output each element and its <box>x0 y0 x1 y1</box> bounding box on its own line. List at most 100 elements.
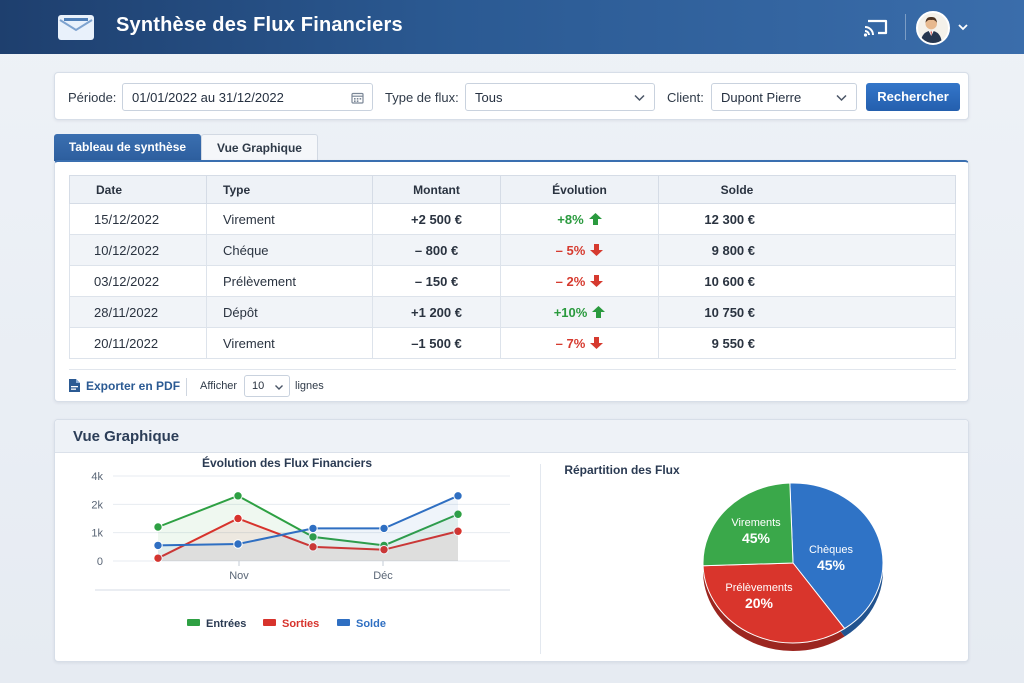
evolution-value: – 7% <box>555 335 586 351</box>
column-header-date[interactable]: Date <box>69 175 207 204</box>
cast-icon[interactable] <box>862 15 892 39</box>
cell-balance: 12 300 € <box>658 203 956 235</box>
data-point <box>153 540 163 551</box>
legend-label: Entrées <box>206 618 246 630</box>
pie-label: Chèques <box>809 544 854 556</box>
data-point <box>453 509 463 519</box>
pie-value: 20% <box>745 595 774 611</box>
data-point <box>153 553 163 563</box>
y-tick-label: 4k <box>91 471 103 483</box>
x-tick-label: Nov <box>229 570 249 582</box>
cell-balance: 9 550 € <box>658 327 956 359</box>
pie-value: 45% <box>817 557 846 573</box>
evolution-value: +10% <box>553 304 588 320</box>
arrow-down-icon <box>590 274 604 287</box>
chart-divider <box>540 464 541 654</box>
cell-date: 20/11/2022 <box>69 327 207 359</box>
column-header-amount[interactable]: Montant <box>372 175 501 204</box>
legend-swatch <box>187 619 200 626</box>
export-pdf-link[interactable]: Exporter en PDF <box>69 379 180 393</box>
cell-evolution: – 2% <box>500 265 659 297</box>
cell-balance: 10 600 € <box>658 265 956 297</box>
data-point <box>153 522 163 532</box>
pie-chart-title: Répartition des Flux <box>564 463 680 477</box>
type-value: Tous <box>475 90 503 105</box>
arrow-down-icon <box>590 336 604 349</box>
data-point <box>379 544 389 555</box>
cell-amount: – 150 € <box>372 265 501 297</box>
table-row[interactable]: 28/11/2022 Dépôt +1 200 € +10% 10 750 € <box>69 296 956 328</box>
chevron-down-icon <box>836 94 847 102</box>
client-value: Dupont Pierre <box>721 90 802 105</box>
cell-type: Chéque <box>206 234 373 266</box>
export-pdf-label: Exporter en PDF <box>86 379 181 393</box>
legend-label: Sorties <box>282 618 319 630</box>
data-point <box>233 513 243 524</box>
cell-amount: +1 200 € <box>372 296 501 328</box>
evolution-value: – 5% <box>555 242 586 258</box>
y-tick-label: 2k <box>91 499 103 511</box>
pie-chart: Répartition des FluxVirements45%Chèques4… <box>564 463 884 651</box>
cell-evolution: – 5% <box>500 234 659 266</box>
period-input[interactable]: 01/01/2022 au 31/12/2022 <box>122 83 373 111</box>
table-row[interactable]: 20/11/2022 Virement –1 500 € – 7% 9 550 € <box>69 327 956 359</box>
avatar[interactable] <box>916 11 950 45</box>
calendar-icon[interactable] <box>351 91 364 104</box>
graph-panel-title: Vue Graphique <box>73 428 180 445</box>
evolution-value: – 2% <box>555 273 586 289</box>
table-row[interactable]: 10/12/2022 Chéque – 800 € – 5% 9 800 € <box>69 234 956 266</box>
cell-evolution: +8% <box>500 203 659 235</box>
data-point <box>308 523 318 534</box>
cell-balance: 10 750 € <box>658 296 956 328</box>
document-icon <box>69 379 80 392</box>
legend-swatch <box>337 619 350 626</box>
period-label: Période: <box>68 90 117 105</box>
data-point <box>379 523 389 534</box>
y-tick-label: 0 <box>97 556 103 568</box>
arrow-up-icon <box>592 305 606 318</box>
legend-label: Solde <box>356 618 386 630</box>
data-point <box>233 491 243 501</box>
data-point <box>233 539 243 549</box>
cell-balance: 9 800 € <box>658 234 956 266</box>
cell-date: 28/11/2022 <box>69 296 207 328</box>
column-header-balance[interactable]: Solde <box>658 175 956 204</box>
cell-amount: +2 500 € <box>372 203 501 235</box>
evolution-value: +8% <box>557 211 584 227</box>
chevron-down-icon <box>634 94 645 102</box>
type-select[interactable]: Tous <box>465 83 655 111</box>
client-select[interactable]: Dupont Pierre <box>711 83 857 111</box>
summary-table: Date Type Montant Évolution Solde 15/12/… <box>69 175 956 359</box>
cell-type: Prélèvement <box>206 265 373 297</box>
pie-label: Prélèvements <box>725 582 793 594</box>
table-row[interactable]: 03/12/2022 Prélèvement – 150 € – 2% 10 600 € <box>69 265 956 297</box>
pie-value: 45% <box>742 530 771 546</box>
page-size-select[interactable]: 10 <box>244 375 290 397</box>
cell-type: Dépôt <box>206 296 373 328</box>
page-size-value: 10 <box>252 380 265 392</box>
period-value: 01/01/2022 au 31/12/2022 <box>132 90 284 105</box>
column-header-type[interactable]: Type <box>206 175 373 204</box>
search-button[interactable]: Rechercher <box>866 83 960 111</box>
app-title: Synthèse des Flux Financiers <box>116 14 403 36</box>
cell-date: 15/12/2022 <box>69 203 207 235</box>
cell-type: Virement <box>206 327 373 359</box>
table-body: 15/12/2022 Virement +2 500 € +8% 12 300 €10/… <box>69 203 956 359</box>
footer-divider <box>186 378 187 396</box>
column-header-evolution[interactable]: Évolution <box>500 175 659 204</box>
arrow-down-icon <box>590 243 604 256</box>
header-divider <box>905 14 906 40</box>
table-row[interactable]: 15/12/2022 Virement +2 500 € +8% 12 300 € <box>69 203 956 235</box>
line-chart-title: Évolution des Flux Financiers <box>202 455 372 470</box>
cell-date: 03/12/2022 <box>69 265 207 297</box>
y-tick-label: 1k <box>91 528 103 540</box>
data-point <box>453 491 463 501</box>
table-footer: Exporter en PDF Afficher 10 lignes <box>69 369 956 399</box>
cell-evolution: – 7% <box>500 327 659 359</box>
tab-summary[interactable]: Tableau de synthèse <box>54 134 201 167</box>
filter-bar: Période: 01/01/2022 au 31/12/2022 Type d… <box>54 72 969 120</box>
chevron-down-icon[interactable] <box>956 20 970 34</box>
tab-chart[interactable]: Vue Graphique <box>201 134 318 161</box>
lines-label: lignes <box>295 380 324 392</box>
summary-table-panel: Date Type Montant Évolution Solde 15/12/… <box>54 160 969 402</box>
